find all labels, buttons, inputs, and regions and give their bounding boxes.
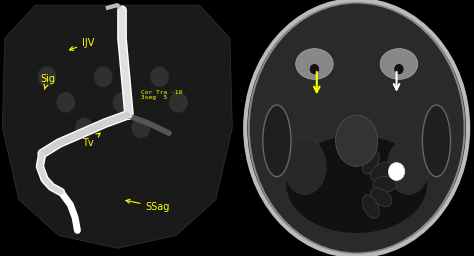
Circle shape — [131, 118, 150, 138]
Ellipse shape — [296, 49, 333, 79]
Ellipse shape — [373, 177, 397, 192]
Ellipse shape — [387, 138, 429, 195]
Ellipse shape — [394, 64, 403, 74]
Ellipse shape — [370, 162, 392, 181]
Ellipse shape — [362, 195, 379, 218]
Circle shape — [169, 92, 188, 113]
Ellipse shape — [362, 151, 379, 174]
Ellipse shape — [380, 49, 418, 79]
Circle shape — [75, 118, 94, 138]
Polygon shape — [2, 5, 232, 248]
Ellipse shape — [370, 188, 392, 206]
Ellipse shape — [310, 64, 319, 74]
Circle shape — [113, 92, 131, 113]
Text: Cor Tra -10
3seg  5: Cor Tra -10 3seg 5 — [141, 90, 182, 100]
Text: SSag: SSag — [126, 199, 170, 212]
Circle shape — [56, 92, 75, 113]
Text: Tv: Tv — [82, 133, 100, 148]
Ellipse shape — [249, 3, 465, 253]
Text: IJV: IJV — [70, 38, 94, 50]
Circle shape — [37, 67, 56, 87]
Text: Sig: Sig — [40, 74, 55, 89]
Circle shape — [150, 67, 169, 87]
Circle shape — [388, 163, 405, 180]
Ellipse shape — [263, 105, 291, 177]
Ellipse shape — [284, 138, 326, 195]
Ellipse shape — [422, 105, 450, 177]
Circle shape — [94, 67, 113, 87]
Ellipse shape — [286, 136, 427, 233]
Ellipse shape — [336, 115, 378, 166]
